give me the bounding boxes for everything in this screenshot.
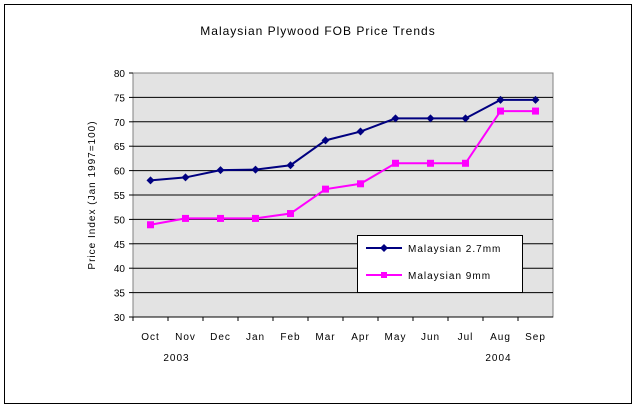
data-point bbox=[392, 159, 399, 167]
data-point bbox=[252, 214, 259, 222]
legend-label: Malaysian 9mm bbox=[408, 271, 491, 282]
x-tick-label: Jul bbox=[458, 332, 474, 343]
y-tick-label: 55 bbox=[114, 191, 126, 202]
x-tick-label: Feb bbox=[280, 332, 300, 343]
year-label: 2003 bbox=[163, 353, 189, 364]
y-tick-label: 80 bbox=[114, 69, 126, 80]
y-tick-label: 70 bbox=[114, 118, 126, 129]
data-point bbox=[286, 161, 295, 170]
x-tick-label: Apr bbox=[351, 332, 370, 343]
data-point bbox=[287, 210, 294, 218]
y-tick-label: 60 bbox=[114, 167, 126, 178]
x-tick-label: May bbox=[385, 332, 407, 343]
x-tick-label: Mar bbox=[315, 332, 335, 343]
legend-marker-square bbox=[381, 272, 387, 278]
data-point bbox=[216, 166, 225, 175]
legend-label: Malaysian 2.7mm bbox=[408, 244, 501, 255]
data-point bbox=[251, 165, 260, 174]
data-point bbox=[532, 107, 539, 115]
x-tick-label: Jun bbox=[421, 332, 440, 343]
y-tick-label: 75 bbox=[114, 93, 126, 104]
data-point bbox=[531, 95, 540, 104]
y-tick-label: 30 bbox=[114, 313, 126, 324]
chart-title: Malaysian Plywood FOB Price Trends bbox=[200, 24, 435, 38]
data-point bbox=[181, 173, 190, 182]
series-line bbox=[150, 110, 536, 226]
x-tick-label: Sep bbox=[525, 332, 546, 343]
data-point bbox=[182, 214, 189, 222]
data-point bbox=[426, 114, 435, 123]
series-line bbox=[150, 98, 536, 182]
y-tick-label: 65 bbox=[114, 142, 126, 153]
data-point bbox=[391, 114, 400, 123]
x-tick-label: Nov bbox=[175, 332, 196, 343]
y-tick-label: 50 bbox=[114, 215, 126, 226]
x-tick-label: Aug bbox=[490, 332, 511, 343]
x-tick-label: Oct bbox=[141, 332, 160, 343]
x-tick-label: Jan bbox=[246, 332, 265, 343]
y-tick-label: 40 bbox=[114, 264, 126, 275]
data-point bbox=[321, 136, 330, 145]
data-point bbox=[461, 114, 470, 123]
y-axis-label: Price Index (Jan 1997=100) bbox=[87, 120, 98, 269]
legend: Malaysian 2.7mm Malaysian 9mm bbox=[357, 235, 523, 293]
y-tick-label: 45 bbox=[114, 240, 126, 251]
data-point bbox=[356, 127, 365, 136]
data-point bbox=[497, 107, 504, 115]
data-point bbox=[322, 185, 329, 193]
year-label: 2004 bbox=[485, 353, 511, 364]
legend-marker-diamond bbox=[380, 244, 388, 252]
data-point bbox=[217, 214, 224, 222]
x-tick-label: Dec bbox=[210, 332, 231, 343]
data-point bbox=[462, 159, 469, 167]
data-point bbox=[147, 221, 154, 229]
y-tick-label: 35 bbox=[114, 289, 126, 300]
data-point bbox=[427, 159, 434, 167]
data-point bbox=[496, 95, 505, 104]
data-point bbox=[146, 176, 155, 185]
data-point bbox=[357, 180, 364, 188]
